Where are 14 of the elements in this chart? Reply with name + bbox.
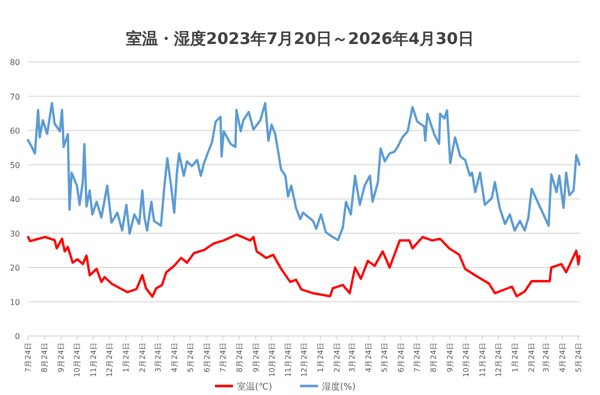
y-tick-label: 20 <box>10 264 20 272</box>
y-tick-label: 0 <box>14 332 20 341</box>
y-tick-label: 50 <box>10 160 20 170</box>
y-tick-label: 40 <box>10 195 20 204</box>
y-tick-label: 10 <box>10 298 20 307</box>
line-series <box>26 233 581 298</box>
y-tick-label: 80 <box>10 58 20 67</box>
legend-label: 湿度(%) <box>322 382 356 392</box>
chart-title: 室温・湿度2023年7月20日～2026年4月30日 <box>126 29 474 48</box>
y-tick-label: 70 <box>10 92 20 102</box>
y-tick-label: 30 <box>10 229 20 238</box>
line-series <box>26 102 581 242</box>
y-tick-label: 60 <box>10 126 20 136</box>
legend-label: 室温(℃) <box>237 382 272 392</box>
